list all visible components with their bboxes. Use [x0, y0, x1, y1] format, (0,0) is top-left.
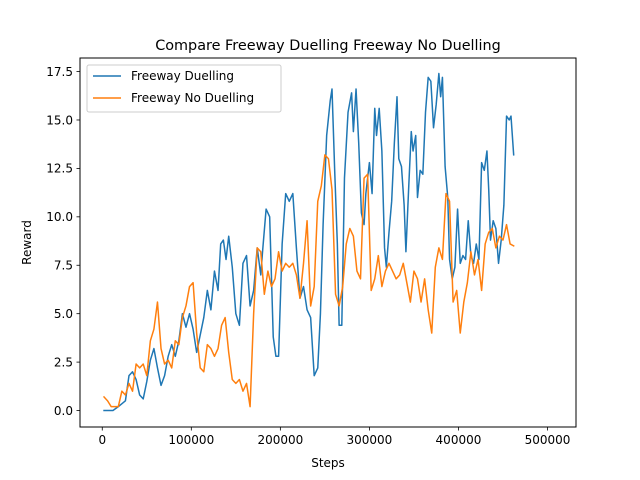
y-tick-label: 5.0: [54, 307, 73, 321]
y-tick-label: 0.0: [54, 404, 73, 418]
y-tick-label: 17.5: [46, 65, 73, 79]
series-line-0: [103, 72, 515, 412]
chart-title: Compare Freeway Duelling Freeway No Duel…: [155, 38, 501, 54]
x-tick-label: 0: [98, 433, 106, 447]
x-tick-label: 300000: [347, 433, 393, 447]
series-line-1: [102, 154, 515, 408]
y-tick-label: 2.5: [54, 355, 73, 369]
y-tick-label: 7.5: [54, 259, 73, 273]
legend-label-duelling: Freeway Duelling: [131, 69, 234, 83]
x-axis: 0 100000 200000 300000 400000 500000: [98, 427, 570, 447]
legend-label-no-duelling: Freeway No Duelling: [131, 91, 254, 105]
x-tick-label: 500000: [525, 433, 571, 447]
x-tick-label: 400000: [436, 433, 482, 447]
x-tick-label: 100000: [168, 433, 214, 447]
y-axis: 0.0 2.5 5.0 7.5 10.0 12.5 15.0 17.5: [46, 65, 80, 418]
series-layer: [102, 72, 515, 412]
x-axis-label: Steps: [311, 456, 345, 470]
y-tick-label: 10.0: [46, 210, 73, 224]
plot-frame: [79, 57, 577, 428]
y-tick-label: 12.5: [46, 162, 73, 176]
y-tick-label: 15.0: [46, 113, 73, 127]
y-axis-label: Reward: [20, 220, 34, 265]
legend-box: [86, 64, 282, 113]
legend: Freeway Duelling Freeway No Duelling: [86, 64, 282, 113]
x-tick-label: 200000: [257, 433, 303, 447]
